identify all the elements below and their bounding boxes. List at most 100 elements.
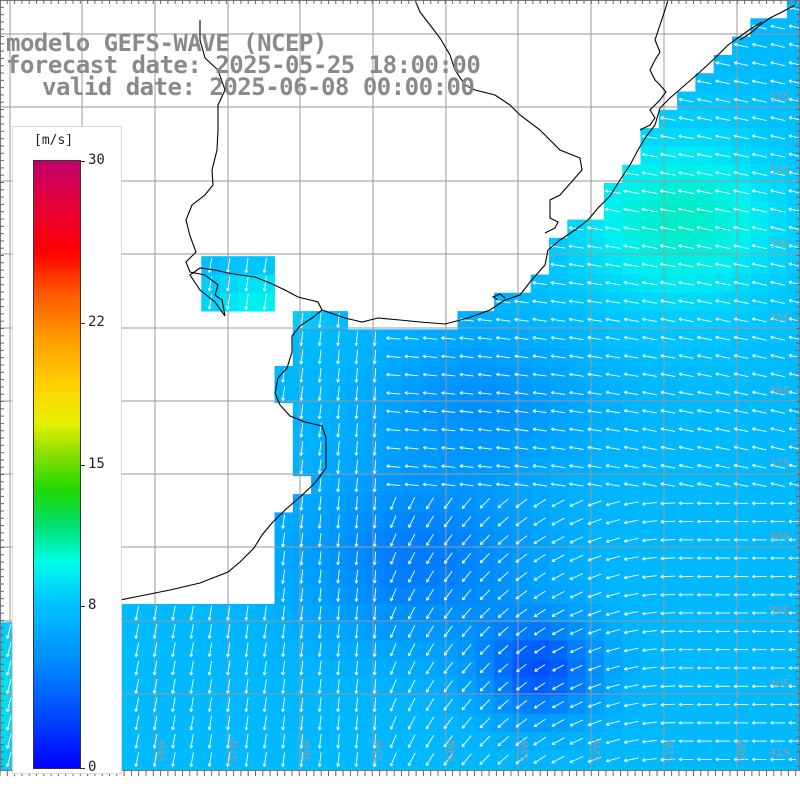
wind-arrow <box>244 257 249 273</box>
wind-arrow <box>715 280 731 286</box>
wind-speed-cell <box>786 768 800 771</box>
wind-arrow <box>532 335 547 341</box>
wind-speed-cell <box>329 768 349 771</box>
wind-arrow <box>570 646 583 654</box>
wind-arrow <box>770 189 786 195</box>
wind-arrow <box>262 752 267 767</box>
wind-arrow <box>152 697 158 712</box>
wind-arrow <box>207 752 213 767</box>
wind-arrow <box>497 663 509 673</box>
wind-speed-cell <box>439 768 458 771</box>
wind-arrow <box>336 514 340 529</box>
wind-arrow <box>733 757 749 762</box>
wind-arrow <box>479 662 490 674</box>
wind-arrow <box>477 372 492 377</box>
wind-arrow <box>317 642 322 657</box>
wind-arrow <box>281 715 286 731</box>
wind-arrow <box>152 715 158 731</box>
wind-arrow <box>336 459 340 474</box>
wind-arrow <box>751 298 767 305</box>
wind-arrow <box>515 754 528 765</box>
wind-arrow <box>659 244 676 249</box>
wind-arrow <box>299 605 304 621</box>
wind-arrow <box>461 644 472 656</box>
wind-arrow <box>262 624 267 639</box>
wind-arrow <box>189 715 194 731</box>
wind-arrow <box>552 646 565 654</box>
wind-arrow <box>407 752 416 767</box>
wind-arrow <box>226 258 231 273</box>
wind-arrow <box>605 482 621 487</box>
wind-arrow <box>641 225 658 231</box>
wind-arrow <box>336 477 340 493</box>
wind-arrow <box>568 280 584 286</box>
wind-arrow <box>605 720 621 726</box>
wind-arrow <box>752 372 767 378</box>
wind-arrow <box>459 482 474 487</box>
wind-arrow <box>586 244 603 249</box>
wind-arrow <box>497 608 509 618</box>
wind-arrow <box>715 647 731 652</box>
wind-arrow <box>244 624 249 639</box>
wind-arrow <box>588 665 602 672</box>
wind-arrow <box>404 354 419 359</box>
wind-speed-cell <box>786 164 800 184</box>
wind-arrow <box>372 331 377 346</box>
wind-arrow <box>751 152 767 158</box>
wind-speed-cell <box>786 274 800 294</box>
wind-arrow <box>441 445 456 450</box>
wind-arrow <box>550 335 566 341</box>
wind-arrow <box>354 569 359 584</box>
wind-arrow <box>372 697 377 712</box>
wind-arrow <box>770 317 786 323</box>
wind-arrow <box>751 97 767 103</box>
wind-arrow <box>479 534 491 546</box>
wind-arrow <box>770 79 786 85</box>
wind-arrow <box>587 555 602 562</box>
wind-speed-cell <box>219 768 239 771</box>
wind-arrow <box>477 427 492 432</box>
wind-arrow <box>770 24 785 30</box>
wind-arrow <box>226 624 231 639</box>
wind-arrow <box>551 755 565 764</box>
wind-arrow <box>496 464 511 469</box>
wind-arrow <box>733 519 749 524</box>
wind-arrow <box>605 409 621 414</box>
wind-arrow <box>605 317 621 322</box>
wind-arrow <box>605 207 621 213</box>
wind-arrow <box>533 627 546 636</box>
wind-arrow <box>422 336 438 340</box>
wind-arrow <box>441 372 456 377</box>
wind-arrow <box>479 589 491 601</box>
wind-speed-cell <box>768 768 788 771</box>
wind-arrow <box>697 335 712 341</box>
wind-arrow <box>477 409 492 414</box>
wind-arrow <box>354 386 359 401</box>
wind-arrow <box>770 280 786 286</box>
wind-arrow <box>459 427 474 432</box>
wind-arrow <box>587 317 603 322</box>
wind-arrow <box>623 262 640 268</box>
wind-arrow <box>568 317 584 322</box>
wind-arrow <box>408 643 416 657</box>
wind-arrow <box>244 733 249 749</box>
wind-arrow <box>587 372 602 377</box>
wind-arrow <box>317 752 322 767</box>
wind-arrow <box>336 624 340 639</box>
wind-arrow <box>496 409 511 414</box>
wind-arrow <box>642 372 657 377</box>
wind-arrow <box>441 391 456 395</box>
wind-arrow <box>226 294 231 310</box>
wind-arrow <box>715 445 731 451</box>
wind-arrow <box>770 482 785 488</box>
wind-arrow <box>569 719 584 727</box>
wind-arrow <box>570 664 583 672</box>
wind-arrow <box>788 335 800 340</box>
wind-arrow <box>624 647 639 653</box>
wind-arrow <box>569 409 584 414</box>
wind-arrow <box>389 643 397 657</box>
wind-arrow <box>152 642 158 658</box>
wind-speed-cell <box>786 457 800 477</box>
wind-arrow <box>262 257 267 273</box>
